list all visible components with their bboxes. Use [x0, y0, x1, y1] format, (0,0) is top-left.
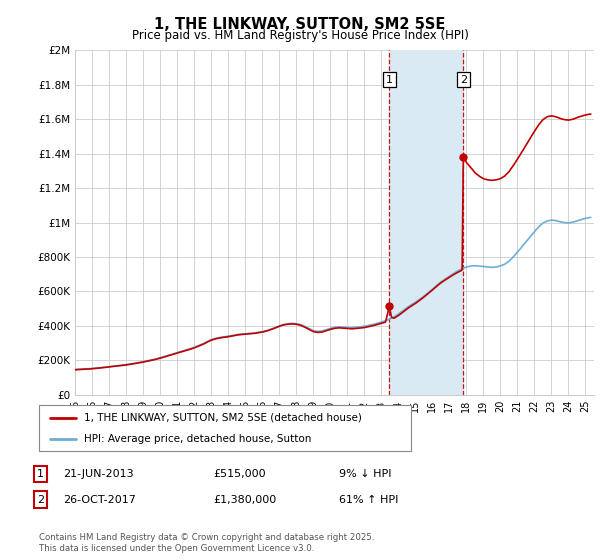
Text: £1,380,000: £1,380,000 [213, 494, 276, 505]
Text: Contains HM Land Registry data © Crown copyright and database right 2025.
This d: Contains HM Land Registry data © Crown c… [39, 533, 374, 553]
Text: 9% ↓ HPI: 9% ↓ HPI [339, 469, 391, 479]
Text: 1, THE LINKWAY, SUTTON, SM2 5SE (detached house): 1, THE LINKWAY, SUTTON, SM2 5SE (detache… [83, 413, 362, 423]
Text: 2: 2 [460, 74, 467, 85]
Text: 26-OCT-2017: 26-OCT-2017 [63, 494, 136, 505]
Text: 1, THE LINKWAY, SUTTON, SM2 5SE: 1, THE LINKWAY, SUTTON, SM2 5SE [154, 17, 446, 32]
Text: 21-JUN-2013: 21-JUN-2013 [63, 469, 134, 479]
Text: 1: 1 [386, 74, 393, 85]
Text: 61% ↑ HPI: 61% ↑ HPI [339, 494, 398, 505]
Text: HPI: Average price, detached house, Sutton: HPI: Average price, detached house, Sutt… [83, 435, 311, 444]
FancyBboxPatch shape [39, 405, 411, 451]
Text: £515,000: £515,000 [213, 469, 266, 479]
Text: Price paid vs. HM Land Registry's House Price Index (HPI): Price paid vs. HM Land Registry's House … [131, 29, 469, 42]
Text: 1: 1 [37, 469, 44, 479]
Text: 2: 2 [37, 494, 44, 505]
